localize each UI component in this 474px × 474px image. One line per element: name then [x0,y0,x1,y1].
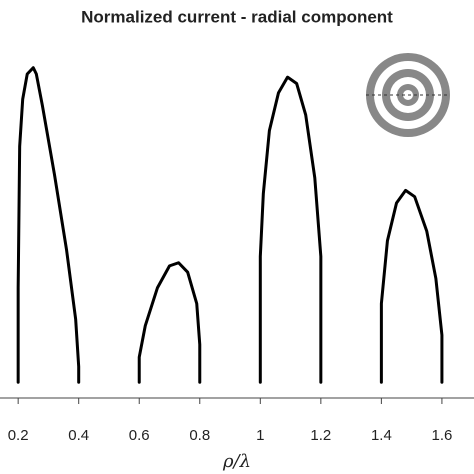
current-curve [16,66,444,384]
x-tick-label: 1.4 [371,427,392,444]
x-tick-label: 0.8 [189,427,210,444]
target-icon [366,53,450,137]
x-tick-label: 0.4 [68,427,89,444]
x-tick-label: 1.6 [431,427,452,444]
x-tick-label: 0.2 [8,427,29,444]
x-tick-label: 1.2 [310,427,331,444]
x-axis-label: ρ/λ [222,451,251,472]
x-tick-label: 1 [256,427,264,444]
chart-title: Normalized current - radial component [81,7,393,26]
x-tick-label: 0.6 [129,427,150,444]
